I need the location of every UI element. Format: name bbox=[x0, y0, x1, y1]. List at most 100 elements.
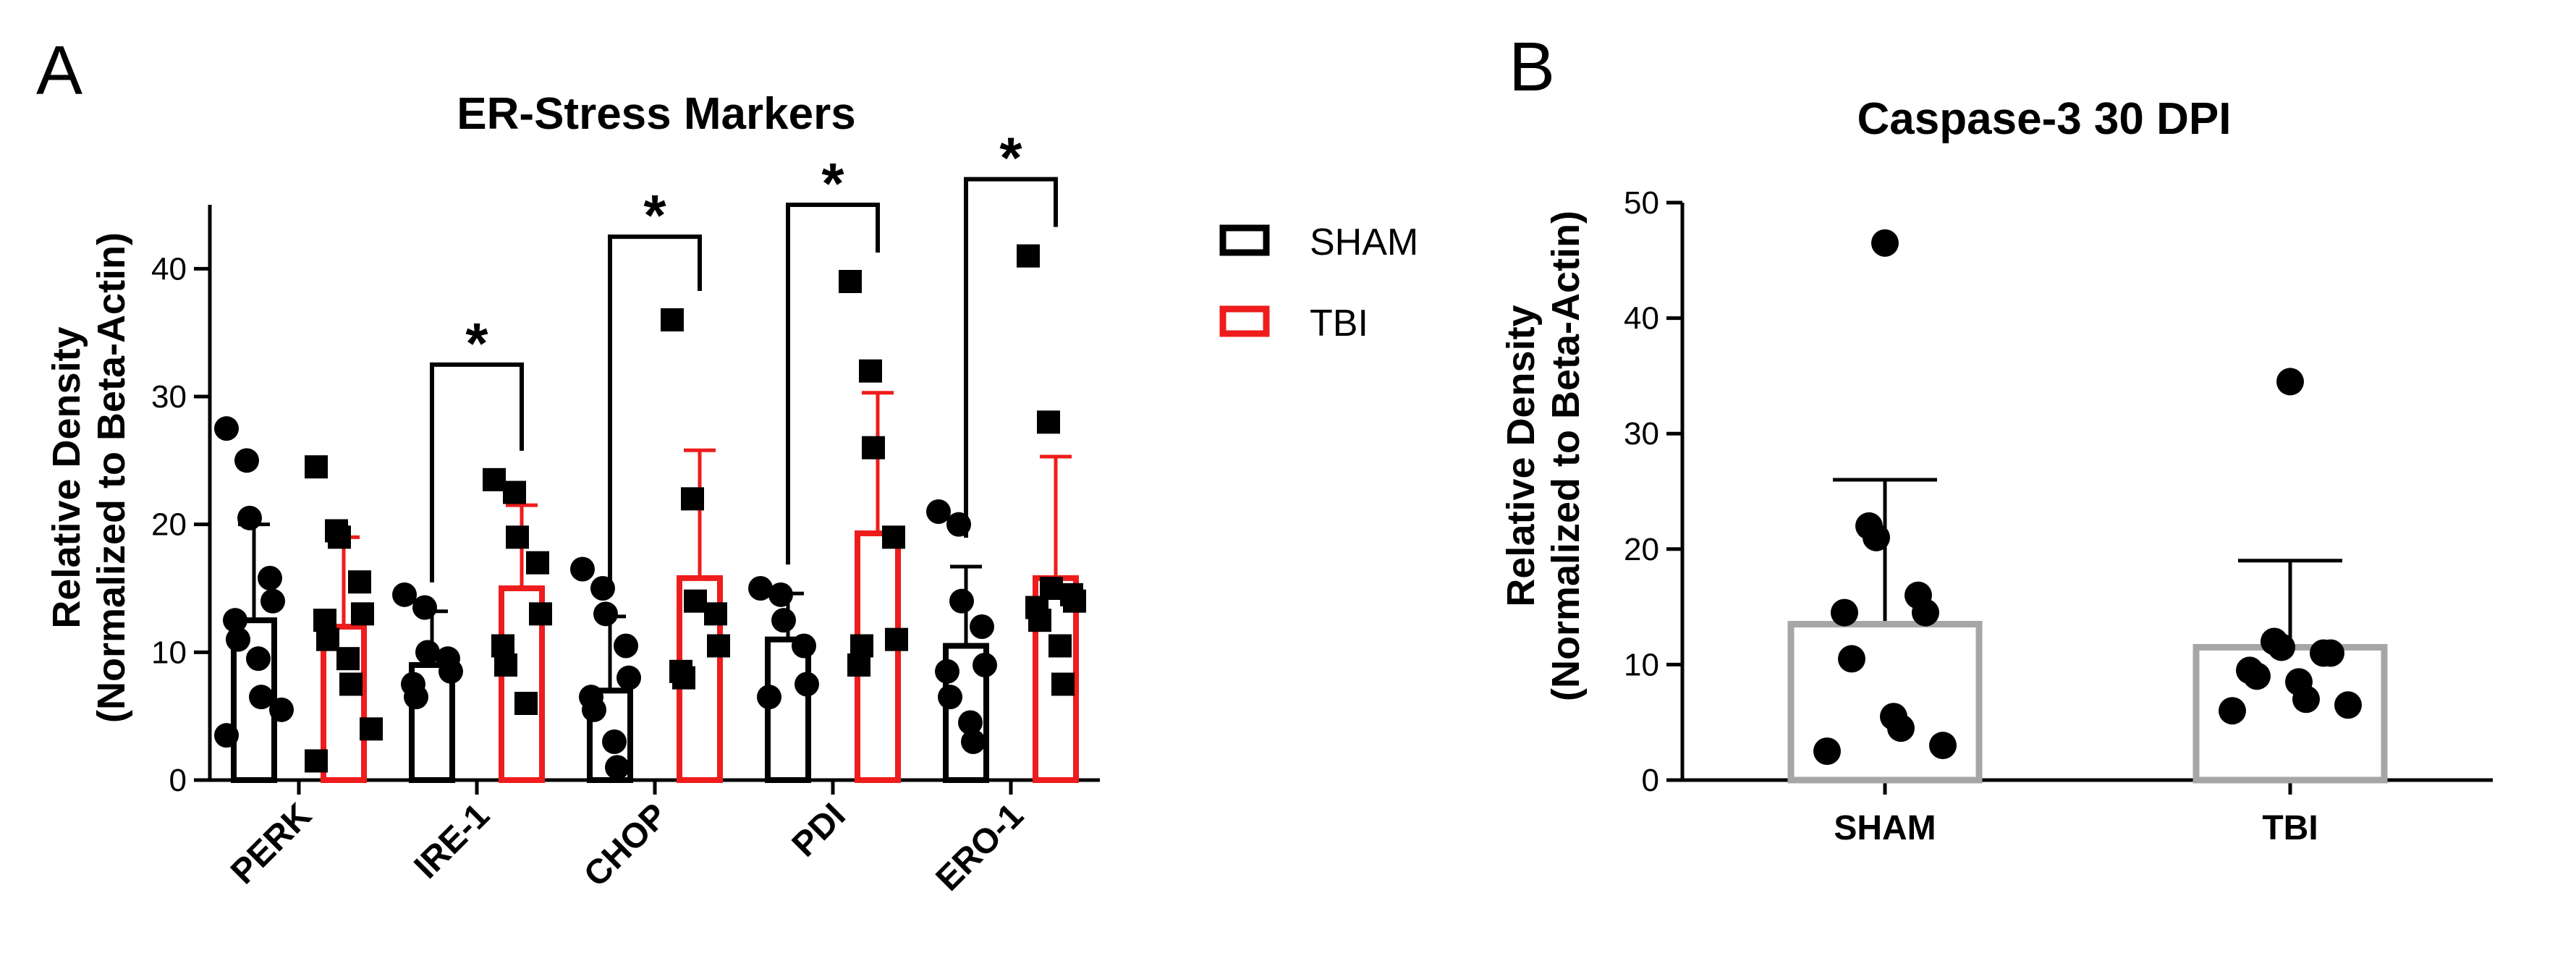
data-point bbox=[582, 697, 606, 722]
data-point bbox=[617, 665, 641, 690]
data-point bbox=[2219, 697, 2246, 725]
panel-b-title: Caspase-3 30 DPI bbox=[1857, 94, 2232, 144]
data-point bbox=[214, 416, 239, 441]
data-point bbox=[1813, 737, 1841, 766]
significance-star: * bbox=[821, 151, 844, 216]
data-point bbox=[839, 270, 862, 293]
data-point bbox=[237, 505, 262, 530]
data-point bbox=[2292, 685, 2320, 714]
data-point bbox=[672, 666, 695, 690]
legend-label-sham: SHAM bbox=[1310, 221, 1418, 263]
bar-sham-chop bbox=[587, 687, 633, 783]
significance-star: * bbox=[999, 126, 1022, 190]
panel-b-ylabel-line1: Relative Density bbox=[1499, 305, 1543, 606]
panel-a-xtick-label: ERO-1 bbox=[929, 796, 1031, 898]
data-point bbox=[1838, 645, 1865, 673]
data-point bbox=[526, 551, 549, 575]
panel-b-ytick-label: 40 bbox=[1624, 301, 1659, 336]
panel-b-ylabel-line2: (Normalized to Beta-Actin) bbox=[1544, 211, 1588, 701]
bar-sham-ire-1 bbox=[409, 662, 455, 783]
data-point bbox=[614, 633, 638, 659]
data-point bbox=[514, 692, 538, 715]
data-point bbox=[859, 359, 882, 383]
significance-bracket bbox=[608, 234, 702, 588]
data-point bbox=[529, 602, 552, 626]
data-point bbox=[2243, 662, 2271, 690]
panel-b-ytick-label: 20 bbox=[1624, 532, 1659, 567]
data-point bbox=[1929, 732, 1957, 760]
data-point bbox=[234, 448, 259, 473]
data-point bbox=[2268, 633, 2295, 661]
significance-star: * bbox=[643, 183, 666, 247]
data-point bbox=[2334, 691, 2362, 719]
data-point bbox=[351, 602, 374, 626]
data-point bbox=[503, 480, 526, 504]
panel-a-ylabel-line2: (Normalized to Beta-Actin) bbox=[90, 232, 133, 723]
data-point bbox=[494, 653, 517, 677]
data-point bbox=[2276, 368, 2304, 396]
data-point bbox=[1887, 714, 1915, 742]
data-point bbox=[850, 634, 873, 658]
data-point bbox=[339, 672, 363, 696]
data-point bbox=[1048, 634, 1072, 658]
data-point bbox=[958, 710, 983, 735]
data-point bbox=[1871, 229, 1899, 257]
data-point bbox=[214, 723, 239, 748]
panel-a-title: ER-Stress Markers bbox=[457, 89, 855, 139]
data-point bbox=[1051, 672, 1075, 696]
panel-a-xtick-label: PERK bbox=[224, 796, 319, 892]
data-point bbox=[1017, 244, 1040, 268]
panel-a-xtick-label: PDI bbox=[785, 796, 853, 864]
data-point bbox=[707, 634, 730, 658]
data-point bbox=[748, 576, 773, 601]
data-point bbox=[269, 697, 294, 722]
data-point bbox=[336, 647, 360, 671]
data-point bbox=[258, 565, 282, 590]
data-point bbox=[415, 640, 440, 665]
data-point bbox=[1028, 609, 1051, 632]
data-point bbox=[938, 685, 962, 710]
panel-b-ytick-label: 30 bbox=[1624, 416, 1659, 452]
data-point bbox=[1063, 589, 1086, 613]
legend-swatch-tbi bbox=[1219, 305, 1270, 337]
data-point bbox=[506, 525, 529, 549]
panel-a-xtick-label: CHOP bbox=[577, 796, 675, 894]
panel-a-ytick-label: 10 bbox=[151, 635, 187, 670]
data-point bbox=[412, 595, 437, 620]
panel-b-xtick-label: SHAM bbox=[1834, 809, 1936, 847]
data-point bbox=[1831, 598, 1858, 627]
panel-a-xtick-label: IRE-1 bbox=[407, 796, 497, 886]
data-point bbox=[926, 499, 951, 524]
data-point bbox=[1037, 410, 1060, 434]
data-point bbox=[360, 717, 383, 741]
data-point bbox=[970, 614, 994, 639]
data-point bbox=[260, 588, 285, 614]
data-point bbox=[602, 729, 627, 754]
data-point bbox=[404, 685, 428, 710]
data-point bbox=[882, 525, 905, 549]
data-point bbox=[392, 582, 417, 607]
data-point bbox=[961, 729, 986, 754]
significance-bracket bbox=[786, 203, 880, 565]
data-point bbox=[483, 467, 506, 491]
legend-label-tbi: TBI bbox=[1310, 302, 1368, 344]
data-point bbox=[226, 627, 250, 652]
data-point bbox=[661, 308, 684, 331]
data-point bbox=[771, 608, 796, 633]
data-point bbox=[438, 659, 463, 684]
panel-a-letter: A bbox=[36, 32, 82, 109]
bar-tbi-ire-1 bbox=[499, 585, 545, 783]
data-point bbox=[316, 627, 339, 651]
data-point bbox=[949, 588, 974, 614]
legend-swatch-sham bbox=[1219, 224, 1270, 256]
data-point bbox=[305, 749, 328, 773]
data-point bbox=[973, 653, 997, 677]
data-point bbox=[570, 556, 595, 582]
significance-star: * bbox=[465, 311, 488, 376]
panel-b-ytick-label: 50 bbox=[1624, 185, 1659, 221]
panel-a-ytick-label: 0 bbox=[169, 763, 187, 798]
data-point bbox=[305, 455, 328, 479]
panel-a-plot: 0 10 20 30 40 PERK IRE-1 CHOP PDI ERO-1 * * * * bbox=[151, 126, 1100, 899]
data-point bbox=[681, 487, 704, 511]
